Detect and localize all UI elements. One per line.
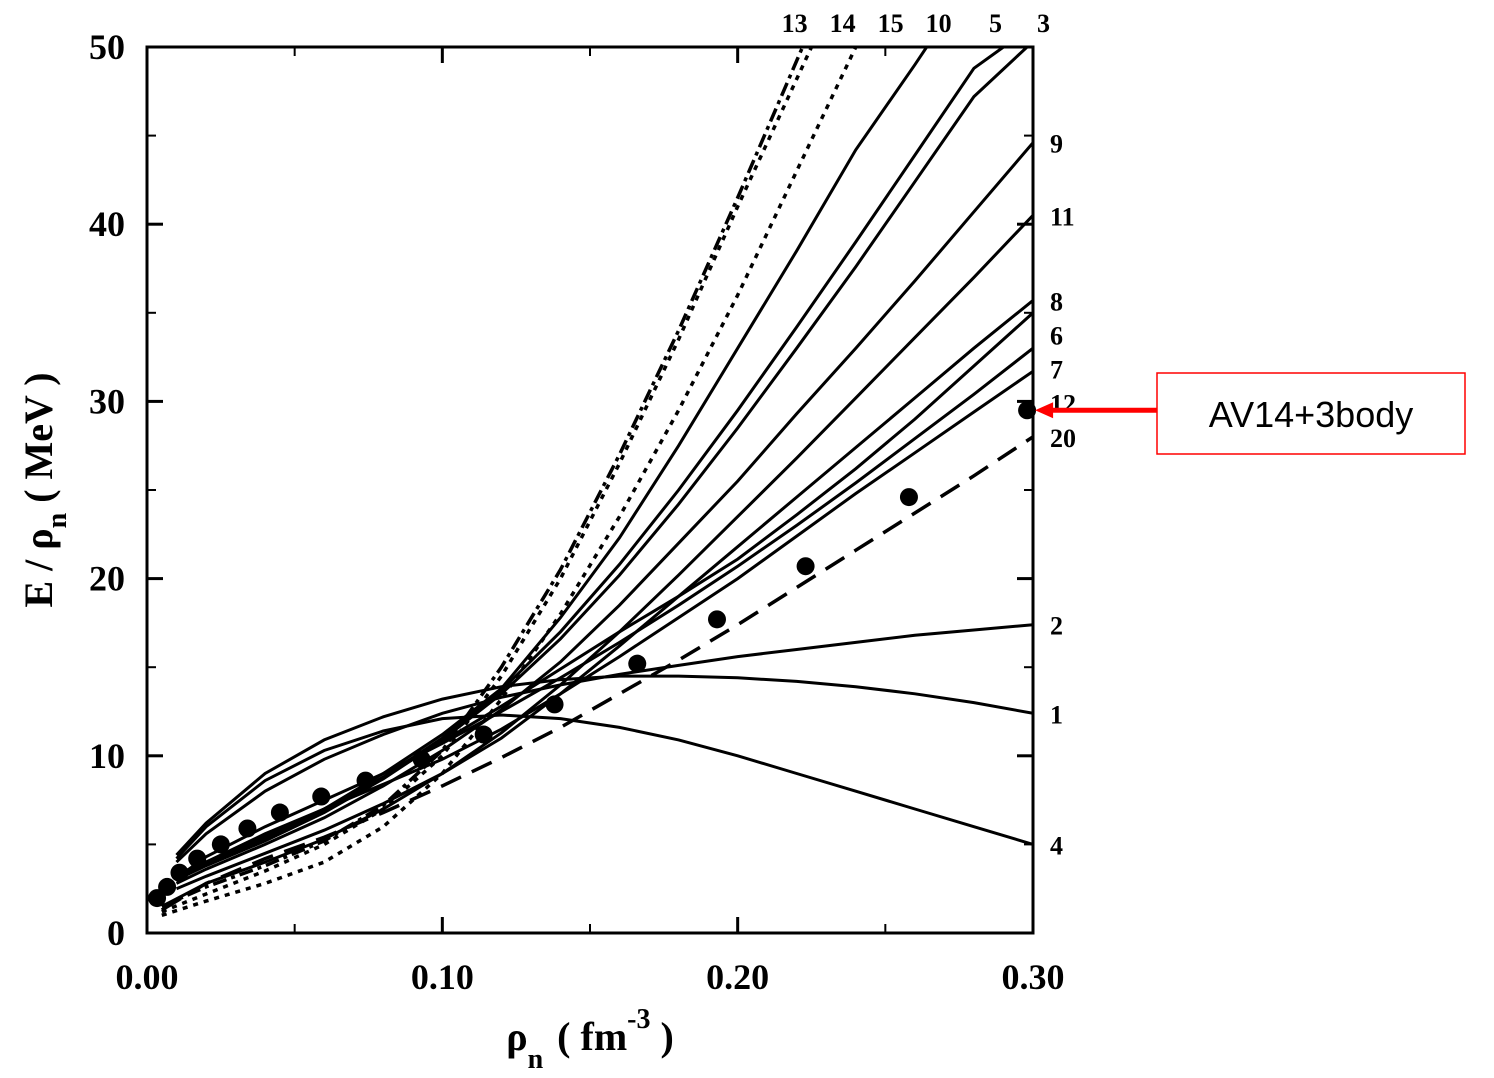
x-title-main: ρ <box>506 1014 527 1059</box>
y-axis-title: E / ρn ( MeV ) <box>16 372 73 607</box>
data-point <box>312 787 331 806</box>
curve-label: 3 <box>1037 9 1050 38</box>
curve-label: 8 <box>1050 287 1063 316</box>
x-title-sub: n <box>528 1044 544 1075</box>
y-title-main: E / ρ <box>16 528 61 607</box>
curve <box>160 435 1033 912</box>
x-axis-title: ρn ( fm-3 ) <box>506 1004 674 1075</box>
curve-label: 1 <box>1050 700 1063 729</box>
curve <box>161 47 858 917</box>
data-point <box>545 695 564 714</box>
x-tick-label: 0.20 <box>706 957 769 997</box>
annotation-arrowhead <box>1035 402 1054 419</box>
curve-label: 7 <box>1050 355 1063 384</box>
x-tick-label: 0.10 <box>411 957 474 997</box>
curve <box>175 623 1033 864</box>
plot-frame <box>145 45 1035 935</box>
data-point <box>238 819 257 838</box>
data-point <box>356 771 375 790</box>
data-point <box>796 557 815 576</box>
curve <box>175 311 1033 876</box>
x-title-close: ) <box>650 1014 673 1059</box>
curve <box>161 214 1033 908</box>
y-tick-label: 0 <box>107 913 125 953</box>
curve-label: 11 <box>1050 202 1075 231</box>
y-tick-label: 10 <box>89 736 125 776</box>
curve-label: 9 <box>1050 130 1063 159</box>
annotation-text: AV14+3body <box>1209 394 1414 435</box>
x-tick-label: 0.30 <box>1002 957 1065 997</box>
curve-label: 10 <box>926 9 952 38</box>
curve-label: 5 <box>989 9 1002 38</box>
data-point <box>474 725 493 744</box>
curve-label: 2 <box>1050 612 1063 641</box>
annotation-box <box>1156 372 1466 455</box>
curve-label: 12 <box>1050 389 1076 418</box>
curve-label: 4 <box>1050 831 1063 860</box>
curve <box>175 370 1033 882</box>
curve-label: 15 <box>878 9 904 38</box>
x-title-sup: -3 <box>627 1004 650 1035</box>
data-point <box>899 488 918 507</box>
curves <box>160 47 1033 917</box>
x-title-open: ( fm <box>557 1014 627 1059</box>
curve <box>175 674 1033 857</box>
curve <box>175 299 1033 891</box>
y-tick-label: 30 <box>89 381 125 421</box>
curve-label: 20 <box>1050 424 1076 453</box>
data-point <box>188 849 207 868</box>
data-point <box>412 750 431 769</box>
curve <box>175 47 1005 880</box>
x-tick-label: 0.00 <box>116 957 179 997</box>
curve <box>175 347 1033 880</box>
curve <box>161 47 805 909</box>
curve <box>175 141 1033 885</box>
data-point <box>628 654 647 673</box>
data-point <box>1018 401 1037 420</box>
data-point <box>158 877 177 896</box>
curve-label: 13 <box>782 9 808 38</box>
curve <box>175 47 1029 882</box>
curve <box>175 713 1033 860</box>
y-tick-label: 20 <box>89 559 125 599</box>
curve <box>175 47 928 878</box>
y-title-sub: n <box>42 512 73 528</box>
y-title-unit: ( MeV ) <box>16 372 61 512</box>
data-point <box>707 610 726 629</box>
y-tick-label: 40 <box>89 204 125 244</box>
data-point <box>270 803 289 822</box>
y-tick-label: 50 <box>89 27 125 67</box>
curve-label: 14 <box>830 9 856 38</box>
curve-label: 6 <box>1050 321 1063 350</box>
curve <box>161 47 814 914</box>
data-point <box>170 863 189 882</box>
data-point <box>211 835 230 854</box>
